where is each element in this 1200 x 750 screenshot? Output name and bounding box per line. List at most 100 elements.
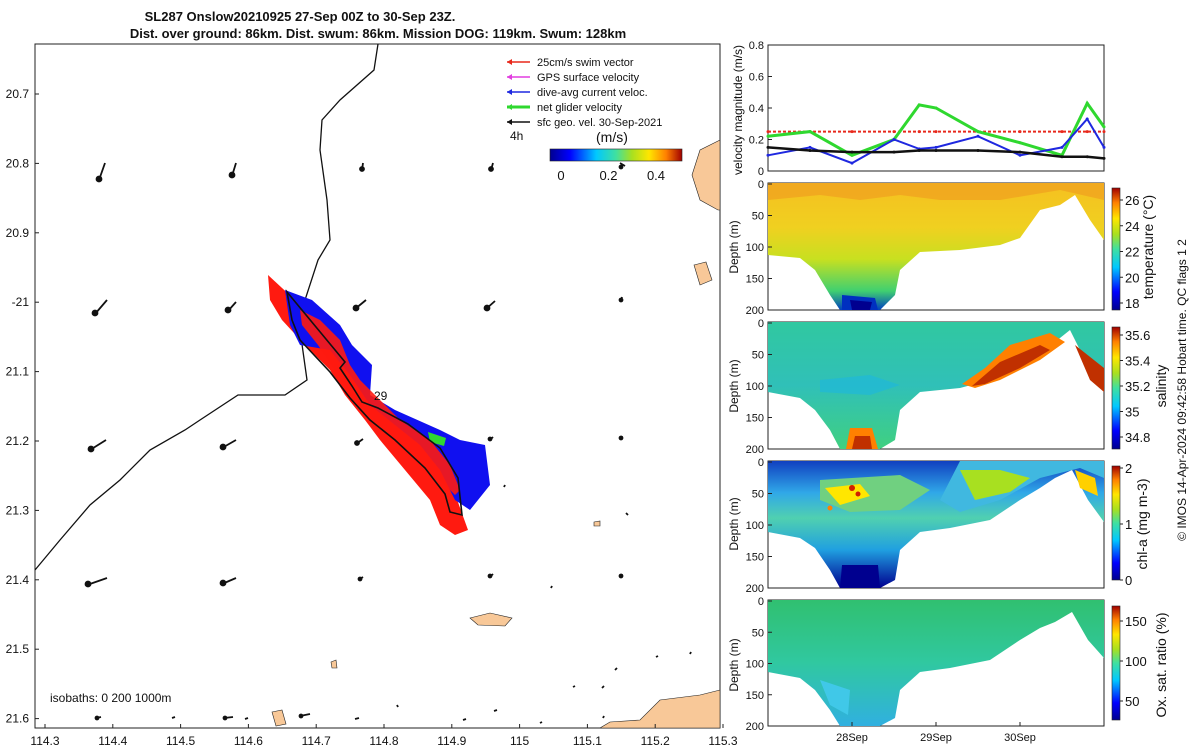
velocity-data-point [1060,130,1064,134]
geo-arrow [601,685,605,689]
depth-tick-label: 50 [752,350,764,362]
velocity-data-point [850,161,854,165]
chla-max-patch [825,484,870,505]
salinity-y-axis: 0 50 100 150 200 [746,318,772,456]
geo-arrow-head [91,309,99,317]
land-mass-north [691,139,721,211]
legend-arrowhead [507,104,512,110]
oxygen-colorbar-ticks: 150 100 50 [1120,614,1147,709]
salinity-deep-core [852,436,872,449]
velocity-data-point [892,130,896,134]
chla-colorbar [1111,465,1121,581]
glider-position-label: 29 [374,389,388,403]
chla-panel: 2 1 0 chl-a (mg m-3) 0 50 100 150 200 Depth (m… [727,457,1150,595]
map-x-tick-label: 115.1 [573,734,602,748]
geo-arrow [614,667,618,671]
map-x-tick-label: 114.3 [30,734,59,748]
land-mass-south [598,689,721,729]
velocity-data-point [766,145,770,149]
velocity-plot-area [766,100,1106,165]
velocity-data-point [1060,145,1064,149]
map-y-tick-label: 20.8 [6,156,30,170]
map-y-tick-label: 21.2 [6,434,30,448]
velocity-data-point [808,149,812,152]
scale-label: 4h [510,129,523,143]
depth-tick-label: 150 [746,413,764,425]
oxygen-panel: 150 100 50 Ox. sat. ratio (%) 0 50 100 150 200… [727,596,1169,744]
chla-y-axis: 0 50 100 150 200 [746,457,772,595]
title-line-1: SL287 Onslow20210925 27-Sep 00Z to 30-Se… [145,9,456,24]
legend-label: 25cm/s swim vector [537,57,634,69]
velocity-data-point [1018,130,1022,134]
geo-arrow-head [618,435,624,441]
depth-tick-label: 150 [746,690,764,702]
isobath-line [34,43,379,571]
velocity-data-point [976,134,980,138]
velocity-data-point [1018,141,1022,145]
chla-max-patch [1075,470,1098,496]
velocity-data-point [934,130,938,134]
map-colorbar [549,148,683,162]
velocity-data-point [976,130,980,134]
velocity-data-point [1018,153,1022,157]
velocity-data-point [917,130,921,134]
temperature-ylabel: Depth (m) [727,220,741,273]
geo-arrow [619,162,626,167]
map-legend: 25cm/s swim vector GPS surface velocity di… [507,57,662,129]
depth-tick-label: 0 [758,596,764,608]
geo-arrow-head [488,166,494,172]
colorbar-tick-label: 150 [1125,614,1147,629]
map-x-axis: 114.3 114.4 114.5 114.6 114.7 114.8 114.9 115 11… [30,724,738,748]
velocity-y-tick-label: 0 [758,166,764,178]
colorbar-tick-label: 20 [1125,270,1139,285]
land-island-mid [469,612,513,627]
colorbar-tick-label: 100 [1125,654,1147,669]
land-islet [330,659,338,669]
temperature-panel: 26 24 22 20 18 temperature (°C) 0 50 100 150 200… [727,179,1156,317]
map-x-tick-label: 115.3 [708,734,737,748]
geo-arrow-head [219,443,227,451]
chla-green-band [960,470,1030,500]
salinity-high-edge [1075,345,1104,392]
temperature-colorbar [1111,187,1121,311]
velocity-data-point [808,130,812,134]
map-x-tick-label: 114.5 [166,734,195,748]
colorbar-tick-label: 18 [1125,296,1139,311]
velocity-data-point [850,130,854,134]
colorbar-unit: (m/s) [596,129,628,145]
colorbar-tick-label: 35 [1125,405,1139,420]
map-y-tick-label: 20.9 [6,226,30,240]
velocity-data-point [766,134,770,138]
temperature-colorbar-ticks: 26 24 22 20 18 [1120,193,1139,311]
colorbar-tick-label: 35.2 [1125,379,1150,394]
salinity-colorbar-ticks: 35.6 35.4 35.2 35 34.8 [1120,328,1150,445]
colorbar-tick-label: 24 [1125,219,1139,234]
temperature-warm-layer [768,183,1104,200]
velocity-data-point [850,153,854,157]
isobaths-label: isobaths: 0 200 1000m [50,691,171,705]
velocity-y-tick-label: 0.2 [749,135,764,147]
colorbar-tick-label: 34.8 [1125,430,1150,445]
velocity-data-point [934,145,938,149]
velocity-data-point [1060,155,1064,159]
velocity-data-point [766,153,770,157]
depth-tick-label: 0 [758,318,764,330]
map-x-tick-label: 114.4 [98,734,127,748]
depth-tick-label: 50 [752,211,764,223]
geo-arrow-head [224,306,232,314]
colorbar-tick-label: 2 [1125,461,1132,476]
temperature-cblabel: temperature (°C) [1140,195,1156,299]
depth-tick-label: 100 [746,520,764,532]
geo-arrow [655,655,659,658]
geo-arrow [572,685,576,688]
geo-arrow-head [94,715,100,721]
velocity-panel: 0 0.2 0.4 0.6 0.8 velocity magnitude (m/s) [731,40,1106,178]
velocity-data-point [766,130,770,134]
chla-max-point [855,491,861,497]
colorbar-tick-label: 0 [1125,573,1132,588]
depth-tick-label: 0 [758,457,764,469]
map-y-tick-label: 20.7 [6,87,30,101]
geo-arrow-head [618,164,624,170]
map-y-tick-label: 21.5 [6,642,30,656]
velocity-data-point [850,150,854,154]
